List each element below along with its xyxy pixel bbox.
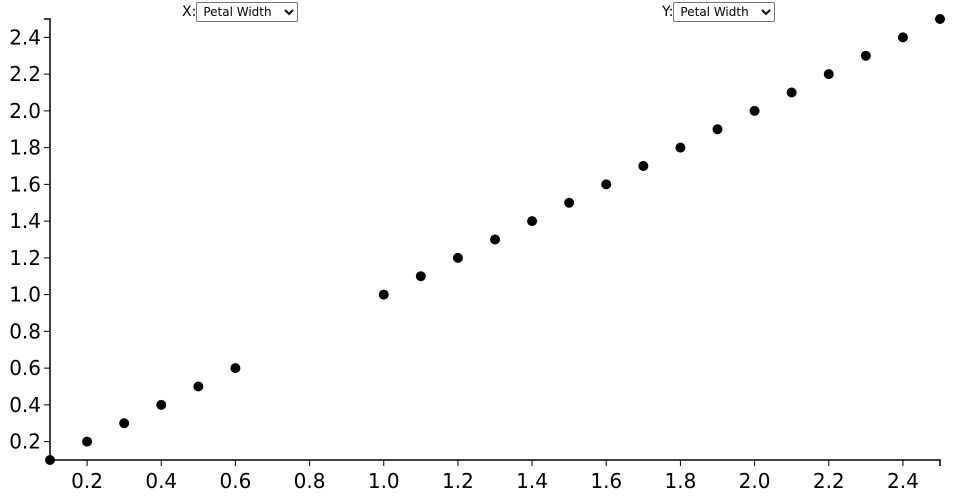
data-point (749, 105, 760, 116)
data-point (897, 32, 908, 43)
x-tick: 1.4 (516, 460, 548, 493)
x-tick-label: 1.6 (590, 469, 622, 493)
data-point (82, 436, 93, 447)
data-point (527, 216, 538, 227)
x-tick-label: 0.4 (145, 469, 177, 493)
data-point (564, 197, 575, 208)
x-tick-label: 1.2 (442, 469, 474, 493)
y-tick-label: 0.8 (9, 319, 41, 343)
x-tick-label: 0.8 (294, 469, 326, 493)
data-point (860, 50, 871, 61)
data-point (452, 252, 463, 263)
y-tick-label: 2.0 (9, 99, 41, 123)
x-tick: 2.4 (887, 460, 919, 493)
y-tick: 0.6 (9, 356, 50, 380)
y-tick-label: 2.4 (9, 25, 41, 49)
data-point (638, 161, 649, 171)
y-tick: 0.8 (9, 319, 50, 343)
x-tick: 1.0 (368, 460, 400, 493)
x-tick-label: 1.8 (665, 469, 697, 493)
x-tick: 0.6 (220, 460, 252, 493)
x-tick: 1.8 (665, 460, 697, 493)
data-point (675, 142, 686, 153)
x-tick-label: 2.2 (813, 469, 845, 493)
y-tick: 2.0 (9, 99, 50, 123)
data-point (193, 381, 204, 392)
x-tick-label: 0.6 (220, 469, 252, 493)
x-tick-label: 2.4 (887, 469, 919, 493)
y-tick-label: 1.0 (9, 283, 41, 307)
data-point (45, 455, 55, 465)
data-point (601, 179, 612, 190)
x-axis-control: X: Petal Width (182, 2, 299, 22)
y-tick-label: 0.2 (9, 430, 41, 454)
y-tick: 2.4 (9, 25, 50, 49)
data-point (786, 87, 797, 98)
x-tick-label: 2.0 (739, 469, 771, 493)
data-point (415, 271, 426, 282)
y-tick: 1.6 (9, 172, 50, 196)
data-point (119, 418, 130, 429)
x-tick: 0.2 (71, 460, 103, 493)
x-tick: 2.2 (813, 460, 845, 493)
y-tick-label: 0.6 (9, 356, 41, 380)
y-tick: 1.0 (9, 283, 50, 307)
x-tick-label: 1.0 (368, 469, 400, 493)
y-axis-label: Y: (662, 4, 674, 20)
y-tick: 1.2 (9, 246, 50, 270)
y-axis-select[interactable]: Petal Width (673, 2, 776, 22)
y-tick-label: 1.8 (9, 136, 41, 160)
y-tick-label: 0.4 (9, 393, 41, 417)
data-point (935, 14, 945, 24)
x-axis-label: X: (182, 4, 197, 20)
data-point (712, 124, 723, 135)
x-tick: 1.2 (442, 460, 474, 493)
y-tick: 0.4 (9, 393, 50, 417)
y-tick-label: 1.4 (9, 209, 41, 233)
x-tick: 2.0 (739, 460, 771, 493)
y-tick: 0.2 (9, 430, 50, 454)
y-axis-control: Y: Petal Width (662, 2, 776, 22)
data-point (230, 363, 241, 374)
data-point (156, 399, 167, 410)
x-tick: 0.4 (145, 460, 177, 493)
y-tick: 1.8 (9, 136, 50, 160)
data-point (823, 69, 834, 80)
data-point (490, 234, 500, 245)
x-tick-label: 0.2 (71, 469, 103, 493)
x-tick: 1.6 (590, 460, 622, 493)
y-tick: 1.4 (9, 209, 50, 233)
y-tick: 2.2 (9, 62, 50, 86)
x-tick: 0.8 (294, 460, 326, 493)
y-tick-label: 2.2 (9, 62, 41, 86)
x-tick-label: 1.4 (516, 469, 548, 493)
y-tick-label: 1.2 (9, 246, 41, 270)
y-tick-label: 1.6 (9, 172, 41, 196)
x-axis-select[interactable]: Petal Width (196, 2, 299, 22)
data-point (378, 289, 389, 300)
